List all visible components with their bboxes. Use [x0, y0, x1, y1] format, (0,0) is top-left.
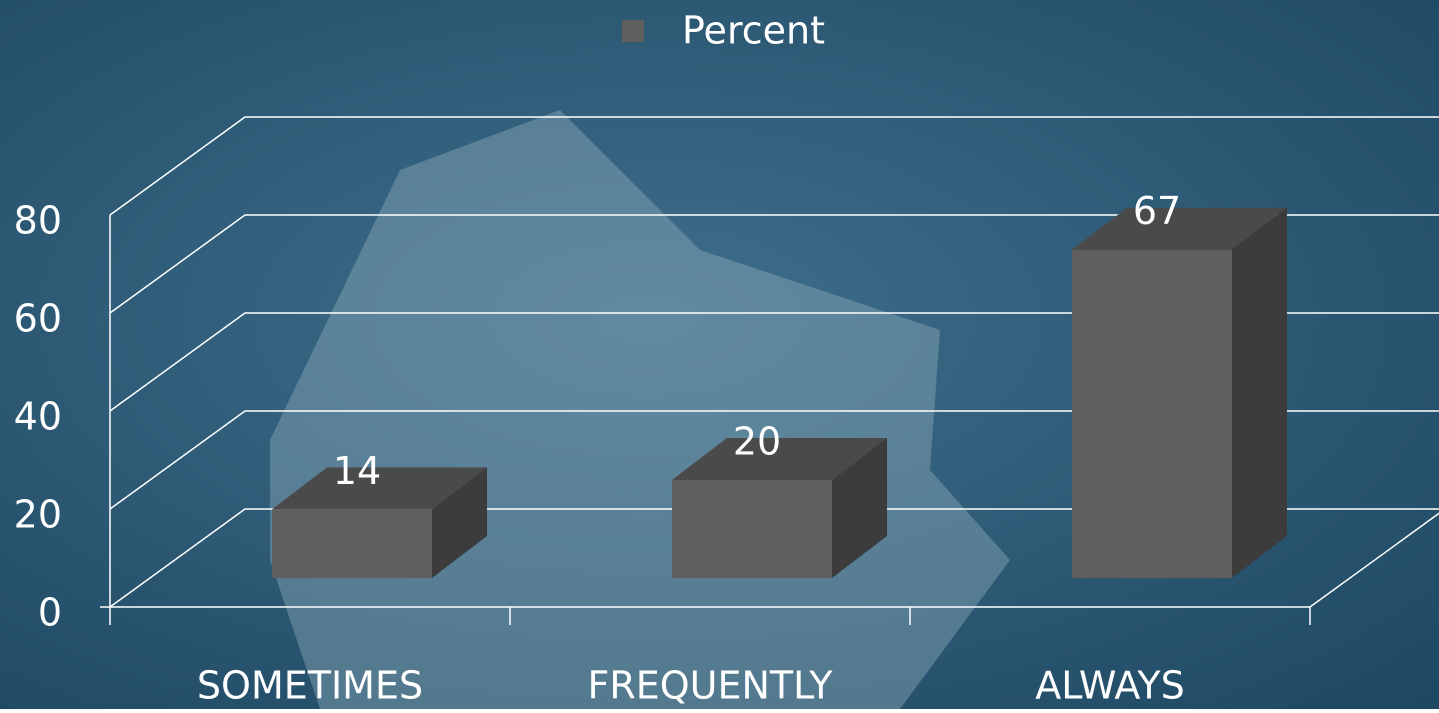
- bar-front: [672, 480, 832, 578]
- grid-line: [109, 116, 1439, 216]
- y-tick-label: 0: [38, 591, 62, 635]
- y-tick-label: 40: [14, 395, 62, 439]
- data-label: 20: [733, 420, 781, 464]
- grid-line: [109, 214, 1439, 314]
- bar-top: [1072, 207, 1287, 250]
- bar-top: [672, 438, 887, 480]
- grid-line: [109, 508, 1439, 608]
- data-label: 14: [333, 449, 381, 493]
- bar-side: [432, 467, 487, 578]
- grid-line: [109, 410, 1439, 510]
- y-tick-label: 20: [14, 493, 62, 537]
- data-label: 67: [1133, 189, 1181, 233]
- y-tick-label: 80: [14, 199, 62, 243]
- legend-label: Percent: [682, 9, 825, 53]
- bar-side: [832, 438, 887, 578]
- x-tick-label: SOMETIMES: [197, 664, 423, 708]
- bar-side: [1232, 207, 1287, 578]
- bar-top: [272, 467, 487, 510]
- bar-front: [272, 509, 432, 578]
- x-tick-label: FREQUENTLY: [588, 664, 834, 708]
- legend-swatch: [622, 20, 644, 42]
- grid-line: [109, 312, 1439, 412]
- y-tick-label: 60: [14, 297, 62, 341]
- bar-front: [1072, 249, 1232, 578]
- x-tick-label: ALWAYS: [1035, 664, 1185, 708]
